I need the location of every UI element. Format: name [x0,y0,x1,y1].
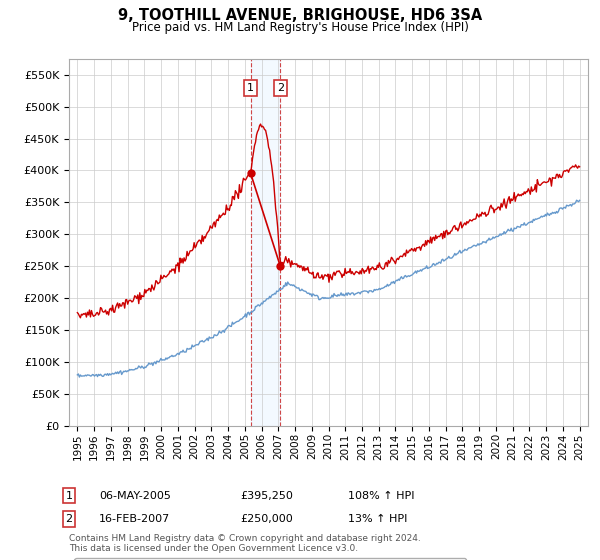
Text: 06-MAY-2005: 06-MAY-2005 [99,491,171,501]
Text: 2: 2 [65,514,73,524]
Text: 13% ↑ HPI: 13% ↑ HPI [348,514,407,524]
Text: 1: 1 [65,491,73,501]
Text: 1: 1 [247,83,254,93]
Text: 108% ↑ HPI: 108% ↑ HPI [348,491,415,501]
Text: 2: 2 [277,83,284,93]
Text: 9, TOOTHILL AVENUE, BRIGHOUSE, HD6 3SA: 9, TOOTHILL AVENUE, BRIGHOUSE, HD6 3SA [118,8,482,24]
Text: £250,000: £250,000 [240,514,293,524]
Text: £395,250: £395,250 [240,491,293,501]
Legend: 9, TOOTHILL AVENUE, BRIGHOUSE, HD6 3SA (detached house), HPI: Average price, det: 9, TOOTHILL AVENUE, BRIGHOUSE, HD6 3SA (… [74,558,466,560]
Text: Contains HM Land Registry data © Crown copyright and database right 2024.
This d: Contains HM Land Registry data © Crown c… [69,534,421,553]
Bar [251,59,280,426]
Text: Price paid vs. HM Land Registry's House Price Index (HPI): Price paid vs. HM Land Registry's House … [131,21,469,34]
Text: 16-FEB-2007: 16-FEB-2007 [99,514,170,524]
